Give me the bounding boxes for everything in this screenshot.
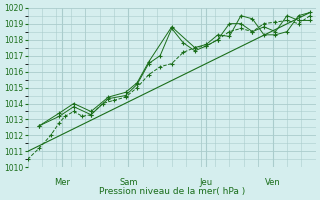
Text: Ven: Ven [265,178,280,187]
Text: Mer: Mer [54,178,70,187]
Text: Sam: Sam [119,178,138,187]
Text: Jeu: Jeu [200,178,213,187]
X-axis label: Pression niveau de la mer( hPa ): Pression niveau de la mer( hPa ) [99,187,245,196]
